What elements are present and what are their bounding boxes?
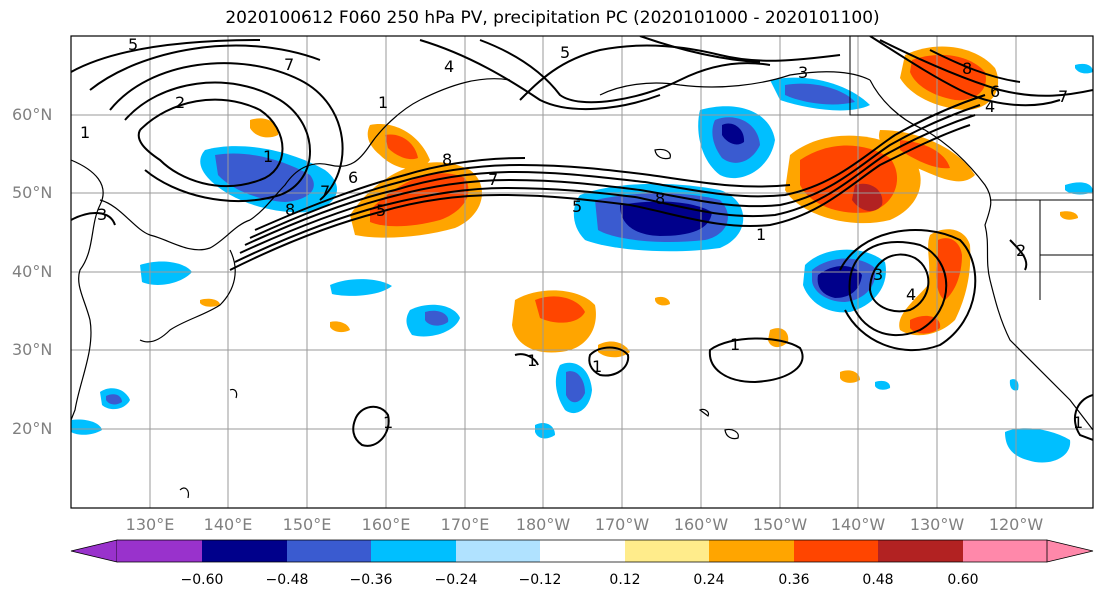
lon-label: 140°E bbox=[203, 515, 253, 534]
contour-label: 7 bbox=[320, 182, 330, 201]
contour-label: 1 bbox=[527, 351, 537, 370]
lon-label: 130°W bbox=[909, 515, 965, 534]
colorbar-tick-label: 0.36 bbox=[778, 572, 810, 588]
colorbar-swatch bbox=[794, 540, 878, 562]
colorbar-swatch bbox=[202, 540, 287, 562]
colorbar-swatch bbox=[625, 540, 709, 562]
coastlines bbox=[71, 71, 1093, 499]
contour-label: 6 bbox=[348, 168, 358, 187]
lat-label: 50°N bbox=[12, 183, 53, 202]
contour-label: 1 bbox=[592, 357, 602, 376]
colorbar-tick-label: 0.48 bbox=[862, 572, 894, 588]
contour-label: 1 bbox=[80, 123, 90, 142]
colorbar-swatch bbox=[709, 540, 794, 562]
lon-label: 170°W bbox=[594, 515, 650, 534]
contour-label: 5 bbox=[128, 35, 138, 54]
contour-label: 6 bbox=[990, 82, 1000, 101]
colorbar-extend-high bbox=[1046, 539, 1094, 563]
lat-label: 60°N bbox=[12, 105, 53, 124]
contour-label: 3 bbox=[97, 205, 107, 224]
colorbar bbox=[70, 539, 1094, 563]
lon-label: 150°E bbox=[282, 515, 332, 534]
colorbar-swatch bbox=[878, 540, 963, 562]
lat-label: 40°N bbox=[12, 262, 53, 281]
contour-label: 5 bbox=[376, 201, 386, 220]
contour-label: 1 bbox=[263, 147, 273, 166]
lon-label: 160°W bbox=[673, 515, 729, 534]
contour-label: 1 bbox=[730, 335, 740, 354]
colorbar-tick-label: −0.60 bbox=[180, 572, 224, 588]
colorbar-tick-label: −0.24 bbox=[434, 572, 478, 588]
contour-label: 1 bbox=[383, 413, 393, 432]
contour-label: 8 bbox=[655, 189, 665, 208]
contour-label: 4 bbox=[906, 285, 916, 304]
contour-label: 5 bbox=[572, 197, 582, 216]
contour-label: 2 bbox=[1016, 241, 1026, 260]
colorbar-tick-label: 0.60 bbox=[947, 572, 979, 588]
contour-labels: 5 7 4 2 1 5 3 8 6 4 7 1 8 7 6 8 5 7 8 5 … bbox=[80, 35, 1083, 432]
lat-label: 20°N bbox=[12, 419, 53, 438]
contour-label: 7 bbox=[284, 55, 294, 74]
contour-label: 4 bbox=[444, 57, 454, 76]
contour-label: 7 bbox=[488, 170, 498, 189]
colorbar-tick-label: −0.48 bbox=[265, 572, 309, 588]
colorbar-swatch bbox=[540, 540, 625, 562]
pv-contours bbox=[71, 36, 1093, 447]
lon-label: 130°E bbox=[125, 515, 175, 534]
plot-area: 5 7 4 2 1 5 3 8 6 4 7 1 8 7 6 8 5 7 8 5 … bbox=[71, 35, 1093, 508]
plot-frame bbox=[70, 35, 1094, 509]
colorbar-swatch bbox=[371, 540, 456, 562]
contour-label: 1 bbox=[1073, 413, 1083, 432]
colorbar-tick-label: −0.36 bbox=[349, 572, 393, 588]
colorbar-extend-low bbox=[70, 539, 118, 563]
map-title: 2020100612 F060 250 hPa PV, precipitatio… bbox=[225, 8, 880, 28]
lon-label: 180°W bbox=[515, 515, 571, 534]
lat-label: 30°N bbox=[12, 340, 53, 359]
contour-label: 3 bbox=[798, 63, 808, 82]
lon-label: 160°E bbox=[361, 515, 411, 534]
colorbar-swatch bbox=[963, 540, 1047, 562]
contour-label: 8 bbox=[442, 150, 452, 169]
contour-label: 1 bbox=[378, 93, 388, 112]
lon-label: 170°E bbox=[440, 515, 490, 534]
colorbar-tick-label: 0.24 bbox=[693, 572, 725, 588]
borders bbox=[849, 36, 1093, 300]
contour-label: 4 bbox=[985, 97, 995, 116]
contour-label: 8 bbox=[962, 59, 972, 78]
colorbar-tick-label: 0.12 bbox=[609, 572, 641, 588]
lon-label: 150°W bbox=[752, 515, 808, 534]
graticule bbox=[71, 36, 1093, 508]
contour-label: 5 bbox=[560, 43, 570, 62]
colorbar-swatch bbox=[287, 540, 371, 562]
contour-label: 2 bbox=[175, 93, 185, 112]
colorbar-swatch bbox=[456, 540, 540, 562]
contour-label: 8 bbox=[285, 200, 295, 219]
colorbar-swatch bbox=[117, 540, 202, 562]
contour-label: 3 bbox=[873, 265, 883, 284]
contour-label: 7 bbox=[1058, 87, 1068, 106]
lon-label: 140°W bbox=[830, 515, 886, 534]
lon-label: 120°W bbox=[988, 515, 1044, 534]
colorbar-tick-label: −0.12 bbox=[518, 572, 562, 588]
contour-label: 1 bbox=[756, 225, 766, 244]
